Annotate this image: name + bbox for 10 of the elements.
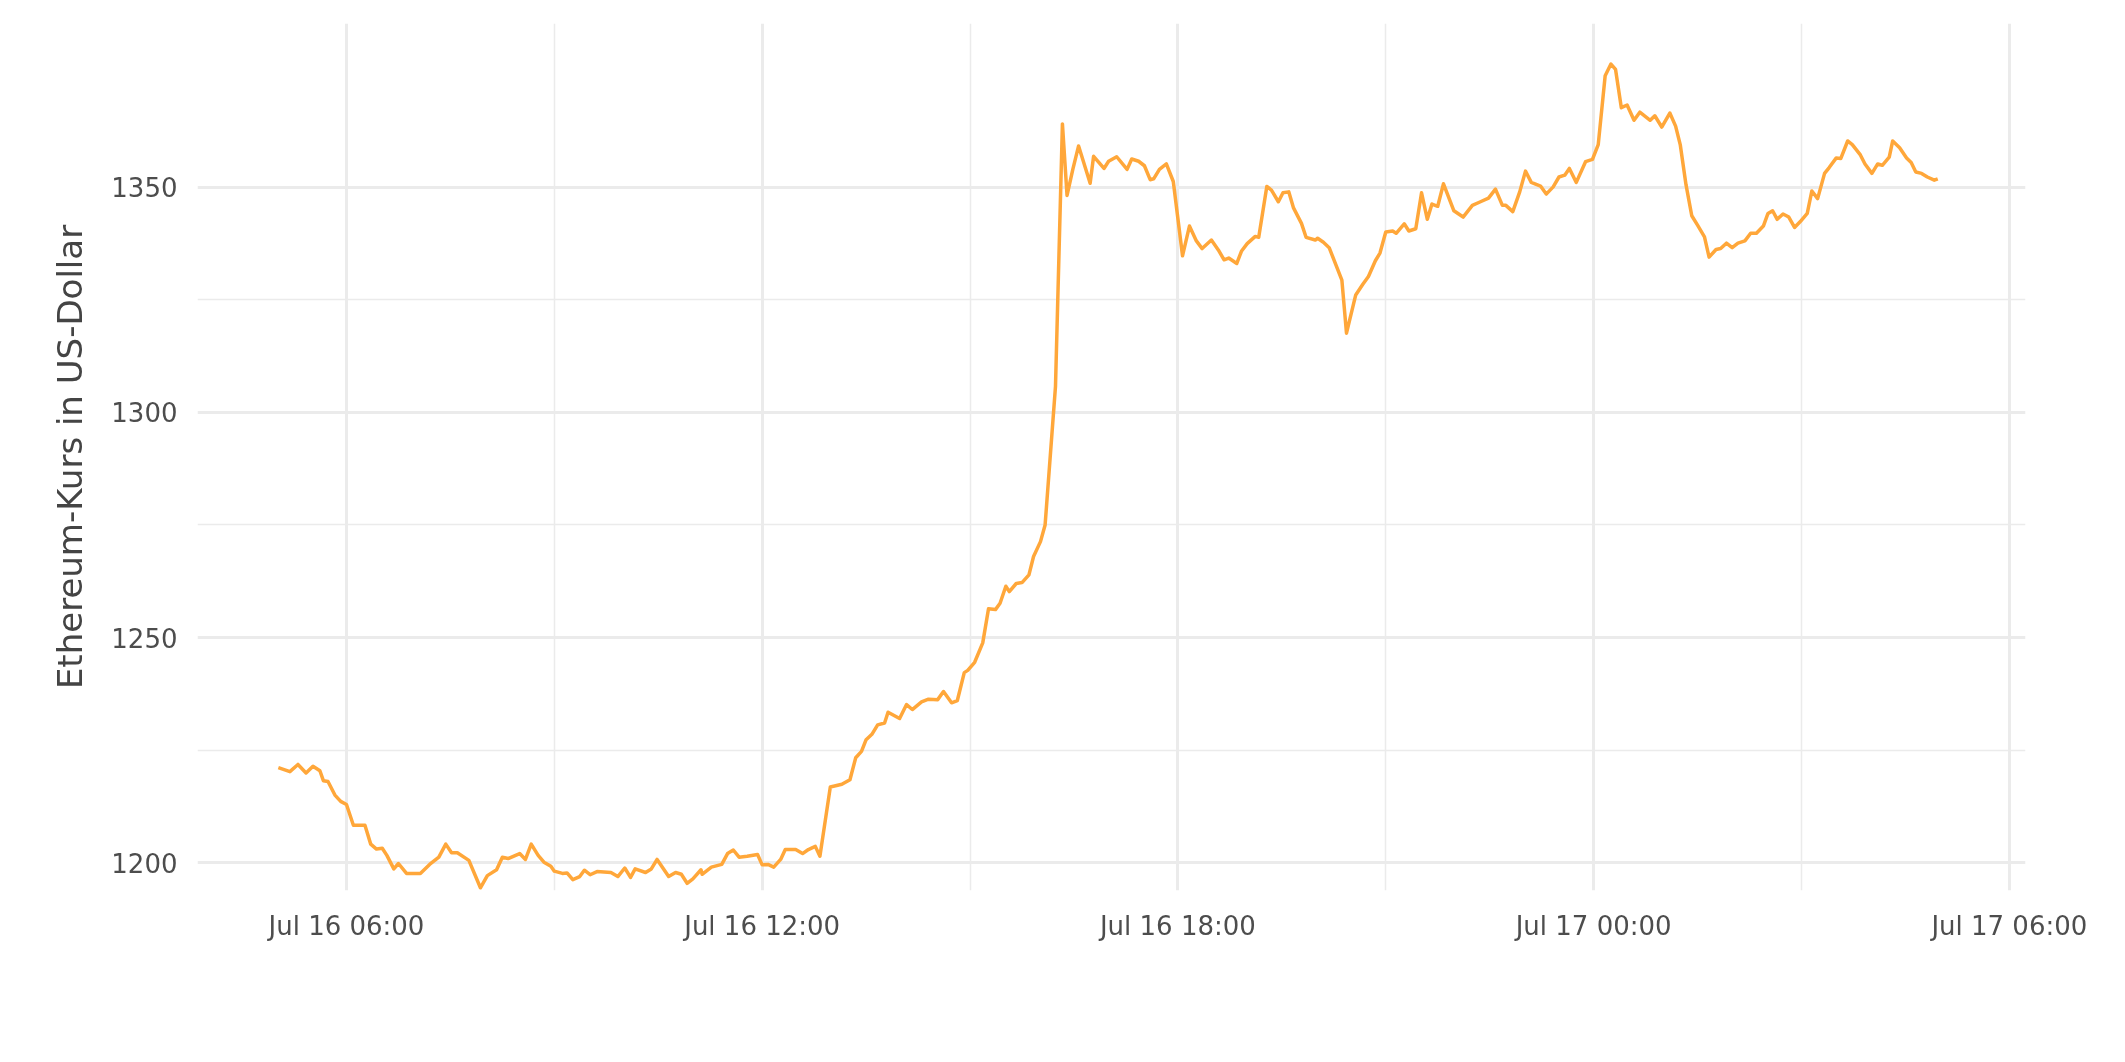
x-tick-label: Jul 16 18:00 xyxy=(1097,910,1256,941)
x-tick-label: Jul 17 06:00 xyxy=(1929,910,2088,941)
y-tick-label: 1300 xyxy=(111,398,178,429)
y-axis-title: Ethereum-Kurs in US-Dollar xyxy=(50,224,91,690)
y-tick-label: 1250 xyxy=(111,623,178,654)
x-tick-label: Jul 16 12:00 xyxy=(682,910,841,941)
x-tick-label: Jul 17 00:00 xyxy=(1513,910,1672,941)
y-tick-label: 1200 xyxy=(111,848,178,879)
y-tick-label: 1350 xyxy=(111,173,178,204)
x-tick-label: Jul 16 06:00 xyxy=(266,910,425,941)
